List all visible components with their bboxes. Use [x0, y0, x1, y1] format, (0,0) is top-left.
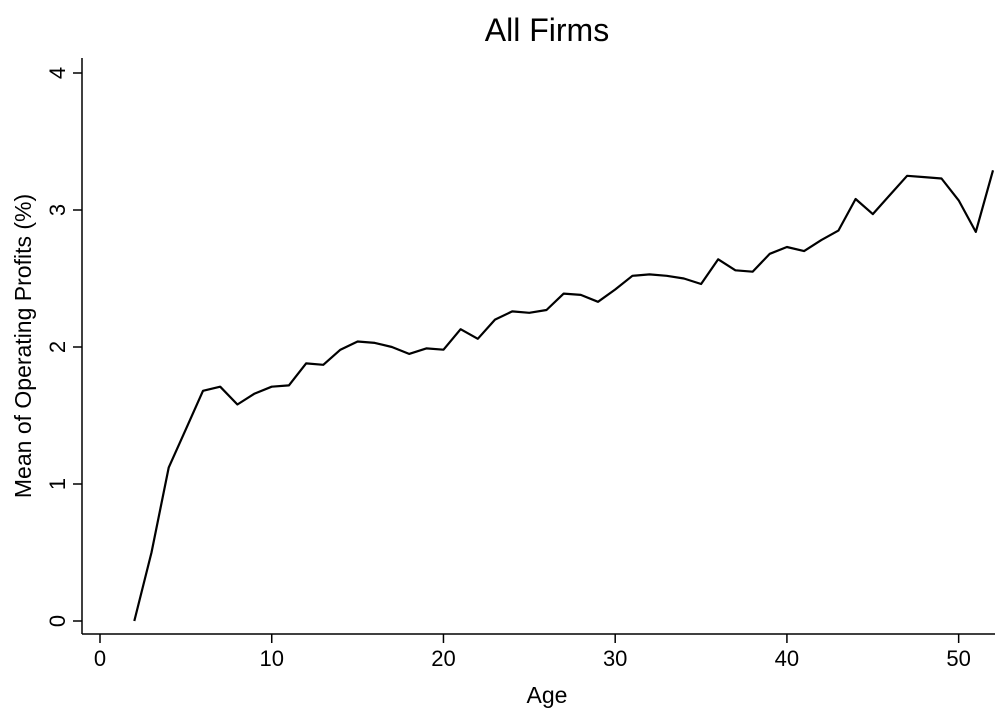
x-tick-label: 0: [94, 646, 106, 671]
x-axis-label: Age: [527, 682, 568, 708]
y-axis-ticks: 0 1 2 3 4: [45, 67, 82, 627]
y-tick-label: 1: [45, 478, 70, 490]
y-axis-label: Mean of Operating Profits (%): [10, 194, 36, 498]
x-tick-label: 10: [259, 646, 283, 671]
x-axis-ticks: 0 10 20 30 40 50: [94, 634, 971, 671]
chart-title: All Firms: [485, 12, 609, 48]
series-line: [133, 170, 995, 622]
y-tick-label: 0: [45, 615, 70, 627]
x-tick-label: 40: [775, 646, 799, 671]
y-tick-label: 2: [45, 341, 70, 353]
x-tick-label: 20: [431, 646, 455, 671]
y-tick-label: 3: [45, 204, 70, 216]
y-tick-label: 4: [45, 67, 70, 79]
x-tick-label: 50: [946, 646, 970, 671]
x-tick-label: 30: [603, 646, 627, 671]
